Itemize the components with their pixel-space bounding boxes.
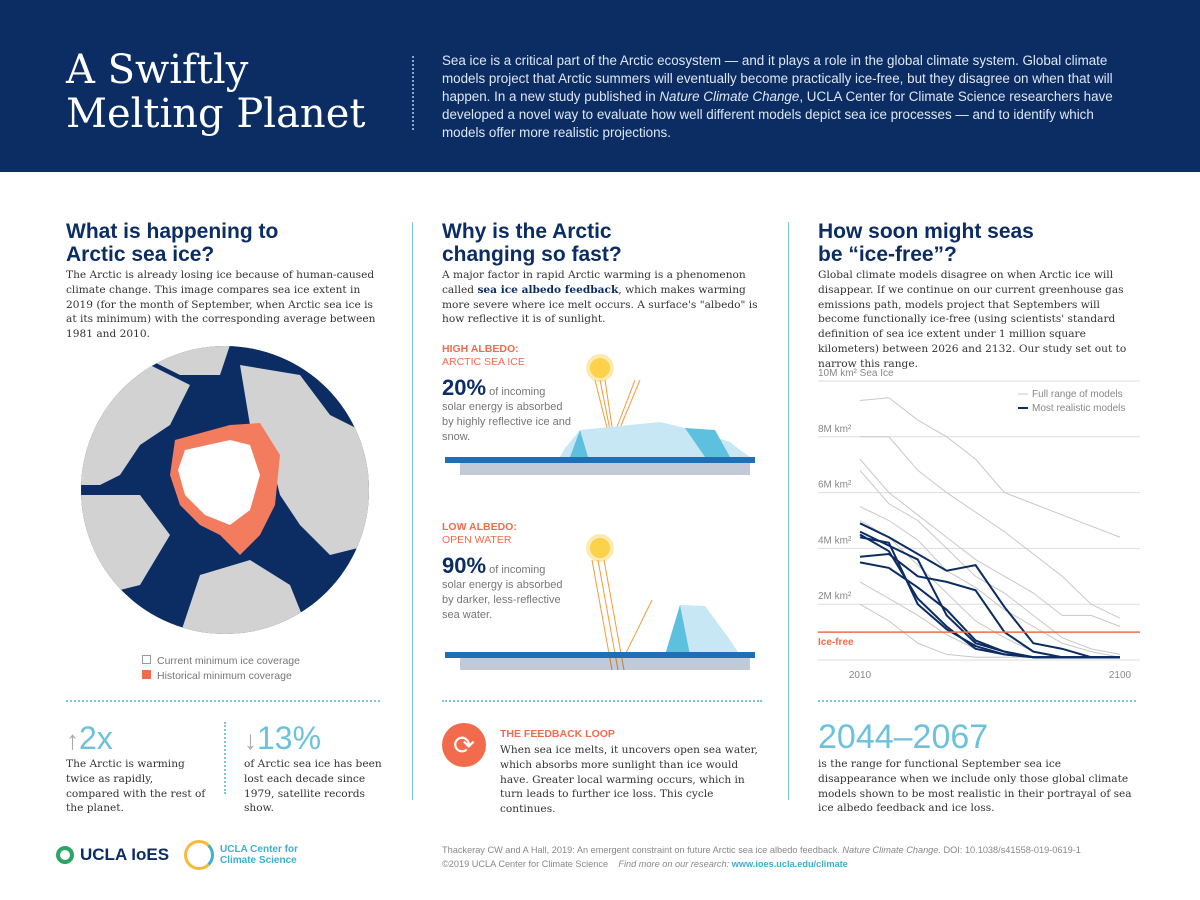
- sublabel: ARCTIC SEA ICE: [442, 356, 525, 368]
- high-albedo-stat: 20% of incoming solar energy is absorbed…: [442, 377, 572, 445]
- stat-text: The Arctic is warming twice as rapidly, …: [66, 758, 206, 815]
- realistic-model-line: [859, 533, 1120, 659]
- logo-text: UCLA Center for Climate Science: [220, 844, 298, 866]
- loop-text: When sea ice melts, it uncovers open sea…: [500, 744, 758, 816]
- loop-title: THE FEEDBACK LOOP: [500, 728, 615, 740]
- x-tick-label: 2100: [1109, 670, 1132, 681]
- divider: [224, 722, 226, 794]
- col1-body: The Arctic is already losing ice because…: [66, 269, 376, 341]
- body-part: A major factor in rapid Arctic warming i…: [442, 269, 746, 296]
- intro-part: , UCLA Center for Climate Science resear…: [442, 89, 1113, 140]
- swatch-white: [142, 655, 151, 664]
- low-albedo-label: LOW ALBEDO: OPEN WATER: [442, 521, 517, 547]
- high-albedo-label: HIGH ALBEDO: ARCTIC SEA ICE: [442, 343, 525, 369]
- y-tick-label: 4M km²: [818, 535, 852, 546]
- ccs-logo-icon: [184, 840, 214, 870]
- full-range-model-line: [859, 506, 1121, 658]
- legend-label: Current minimum ice coverage: [157, 655, 300, 667]
- sea-ice-chart: 10M km² Sea Ice 8M km² 6M km² 4M km² 2M km² I…: [818, 368, 1140, 681]
- down-arrow-icon: ↓: [244, 725, 257, 755]
- range-value: 2044–2067: [818, 718, 989, 756]
- sun-icon: [586, 534, 614, 562]
- footer-citation: Thackeray CW and A Hall, 2019: An emerge…: [442, 843, 1081, 871]
- divider: [442, 700, 762, 702]
- logo-ccs: UCLA Center for Climate Science: [184, 840, 300, 870]
- legend-label: Historical minimum coverage: [157, 670, 292, 682]
- stat-text: of Arctic sea ice has been lost each dec…: [244, 758, 382, 815]
- logo-ioes: UCLA IoES: [56, 845, 169, 865]
- website-link[interactable]: www.ioes.ucla.edu/climate: [731, 859, 848, 869]
- stat-13pct: ↓13%: [244, 720, 321, 757]
- col2-heading: Why is the Arctic changing so fast?: [442, 220, 622, 266]
- arctic-map: [81, 346, 369, 634]
- full-range-model-line: [859, 458, 1121, 627]
- full-range-model-line: [859, 397, 1121, 538]
- up-arrow-icon: ↑: [66, 725, 79, 755]
- y-tick-label: 8M km²: [818, 424, 852, 435]
- intro-part: Sea ice is a critical part of the Arctic…: [442, 53, 1113, 104]
- full-range-model-line: [859, 520, 1120, 658]
- legend-historical: Historical minimum coverage: [142, 669, 300, 684]
- y-tick-label: 6M km²: [818, 480, 852, 491]
- label: LOW ALBEDO:: [442, 521, 517, 533]
- sublabel: OPEN WATER: [442, 534, 512, 546]
- citation-journal: Nature Climate Change.: [842, 845, 941, 855]
- page-title: A Swiftly Melting Planet: [66, 47, 366, 137]
- col3-heading: How soon might seas be “ice-free”?: [818, 220, 1034, 266]
- legend-current: Current minimum ice coverage: [142, 654, 300, 669]
- logo-text: UCLA IoES: [80, 845, 170, 864]
- pct-value: 90%: [442, 553, 487, 578]
- pct-value: 20%: [442, 375, 487, 400]
- copyright: ©2019 UCLA Center for Climate Science: [442, 859, 609, 869]
- body-part: , which makes warming more severe where …: [442, 283, 758, 326]
- threshold-label: Ice-free: [818, 637, 854, 648]
- low-albedo-stat: 90% of incoming solar energy is absorbed…: [442, 555, 572, 623]
- stat-2x: ↑2x: [66, 720, 113, 757]
- x-tick-label: 2010: [849, 670, 872, 681]
- stat-value: 2x: [79, 720, 113, 756]
- stat-value: 13%: [257, 720, 322, 756]
- feedback-loop-icon: ⟳: [442, 723, 486, 767]
- col1-heading: What is happening to Arctic sea ice?: [66, 220, 279, 266]
- divider: [818, 700, 1136, 702]
- column-divider: [788, 222, 789, 800]
- y-tick-label: 10M km² Sea Ice: [818, 368, 894, 379]
- col2-body: A major factor in rapid Arctic warming i…: [442, 268, 762, 327]
- high-albedo-illustration: [445, 354, 755, 475]
- find-more: Find more on our research:: [618, 859, 730, 869]
- full-range-model-line: [860, 436, 1121, 619]
- low-albedo-illustration: [445, 534, 755, 671]
- column-divider: [412, 222, 413, 800]
- y-tick-label: 2M km²: [818, 591, 852, 602]
- intro-text: Sea ice is a critical part of the Arctic…: [442, 52, 1132, 142]
- map-legend: Current minimum ice coverage Historical …: [142, 654, 300, 684]
- citation-doi: DOI: 10.1038/s41558-019-0619-1: [940, 845, 1081, 855]
- ioes-logo-icon: [56, 846, 74, 864]
- label: HIGH ALBEDO:: [442, 343, 519, 355]
- realistic-model-line: [859, 536, 1120, 659]
- current-ice: [178, 440, 260, 525]
- sun-icon: [586, 354, 614, 382]
- legend-realistic: Most realistic models: [1032, 403, 1125, 414]
- body-term: sea ice albedo feedback: [477, 283, 619, 296]
- citation: Thackeray CW and A Hall, 2019: An emerge…: [442, 845, 843, 855]
- pct-text: of incoming solar energy is absorbed by …: [442, 564, 563, 621]
- divider: [66, 700, 380, 702]
- pct-text: of incoming solar energy is absorbed by …: [442, 386, 572, 443]
- water-line: [445, 457, 755, 463]
- col3-body: Global climate models disagree on when A…: [818, 269, 1127, 370]
- water-line: [445, 652, 755, 658]
- sun-rays: [591, 559, 653, 671]
- legend-full: Full range of models: [1032, 389, 1123, 400]
- intro-journal: Nature Climate Change: [659, 89, 800, 104]
- header-banner: A Swiftly Melting Planet Sea ice is a cr…: [0, 0, 1200, 172]
- divider: [412, 56, 414, 130]
- range-text: is the range for functional September se…: [818, 758, 1132, 815]
- realistic-model-line: [859, 522, 1120, 659]
- swatch-orange: [142, 670, 151, 679]
